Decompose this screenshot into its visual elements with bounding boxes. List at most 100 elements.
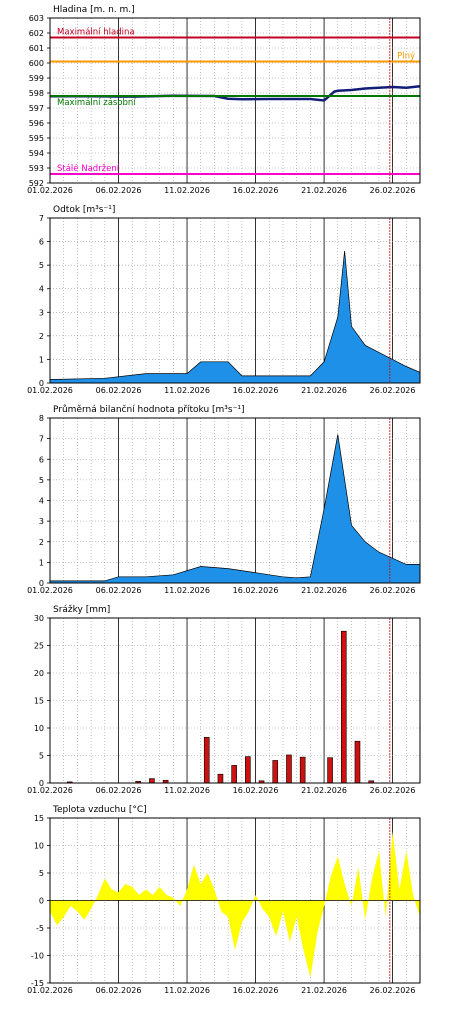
x-tick-label: 26.02.2026 <box>370 786 416 795</box>
y-tick-label: 597 <box>29 104 44 113</box>
series-area-odtok <box>49 250 421 384</box>
reference-line-label: Maximální zásobní <box>57 98 136 108</box>
y-tick-label: 5 <box>39 261 44 270</box>
x-tick-label: 11.02.2026 <box>164 786 210 795</box>
x-tick-label: 21.02.2026 <box>301 986 347 995</box>
y-tick-label: 0 <box>39 897 44 906</box>
y-tick-label: 5 <box>39 752 44 761</box>
y-tick-label: 592 <box>29 179 44 188</box>
chart-title-hladina: Hladina [m. n. m.] <box>53 5 135 15</box>
x-tick-label: 21.02.2026 <box>301 386 347 395</box>
y-tick-label: 3 <box>39 308 44 317</box>
y-tick-label: 7 <box>39 214 44 223</box>
chart-title-odtok: Odtok [m³s⁻¹] <box>53 205 115 215</box>
rain-bar <box>327 757 333 784</box>
y-tick-label: -10 <box>31 952 44 961</box>
y-tick-label: 596 <box>29 119 44 128</box>
y-tick-label: 1 <box>39 558 44 567</box>
y-tick-label: 15 <box>34 814 44 823</box>
plot-frame-hladina <box>49 17 421 184</box>
y-tick-label: 8 <box>39 414 44 423</box>
rain-bar <box>231 765 237 784</box>
y-tick-label: 25 <box>34 642 44 651</box>
y-tick-label: 10 <box>34 842 44 851</box>
series-area-pritok <box>49 434 421 584</box>
plot-area-srazky <box>50 618 420 783</box>
y-tick-label: 4 <box>39 497 44 506</box>
rain-bar <box>272 760 279 784</box>
y-tick-label: 0 <box>39 779 44 788</box>
y-tick-label: 593 <box>29 164 44 173</box>
y-tick-label: 15 <box>34 697 44 706</box>
rain-bar <box>286 754 292 784</box>
y-tick-label: 6 <box>39 238 44 247</box>
y-tick-label: 1 <box>39 355 44 364</box>
y-tick-label: -15 <box>31 979 44 988</box>
reference-line-label: Stálé Nadržení <box>57 163 120 174</box>
y-tick-label: 5 <box>39 869 44 878</box>
x-tick-label: 26.02.2026 <box>370 386 416 395</box>
rain-bar <box>340 630 347 784</box>
x-tick-label: 16.02.2026 <box>233 586 279 595</box>
y-tick-label: 10 <box>34 724 44 733</box>
x-tick-label: 06.02.2026 <box>96 586 142 595</box>
x-tick-label: 11.02.2026 <box>164 986 210 995</box>
rain-bar <box>245 756 251 784</box>
y-tick-label: 30 <box>34 614 44 623</box>
y-tick-label: 0 <box>39 379 44 388</box>
y-tick-label: 598 <box>29 89 44 98</box>
y-tick-label: 603 <box>29 14 44 23</box>
x-tick-label: 01.02.2026 <box>27 186 73 195</box>
x-tick-label: 16.02.2026 <box>233 986 279 995</box>
y-tick-label: 602 <box>29 29 44 38</box>
x-tick-label: 06.02.2026 <box>96 186 142 195</box>
y-tick-label: -5 <box>36 924 44 933</box>
y-tick-label: 6 <box>39 455 44 464</box>
y-tick-label: 5 <box>39 476 44 485</box>
reference-line-label: Maximální hladina <box>57 28 135 38</box>
series-area-teplota <box>50 831 420 978</box>
x-tick-label: 26.02.2026 <box>370 986 416 995</box>
x-tick-label: 21.02.2026 <box>301 786 347 795</box>
y-tick-label: 2 <box>39 332 44 341</box>
y-tick-label: 594 <box>29 149 44 158</box>
y-tick-label: 20 <box>34 669 44 678</box>
reference-line-label: Plný <box>397 52 415 62</box>
chart-title-teplota: Teplota vzduchu [°C] <box>52 805 147 815</box>
x-tick-label: 16.02.2026 <box>233 386 279 395</box>
x-tick-label: 16.02.2026 <box>233 186 279 195</box>
x-tick-label: 01.02.2026 <box>27 986 73 995</box>
y-tick-label: 601 <box>29 44 44 53</box>
x-tick-label: 01.02.2026 <box>27 786 73 795</box>
x-tick-label: 16.02.2026 <box>233 786 279 795</box>
y-tick-label: 600 <box>29 59 44 68</box>
x-tick-label: 26.02.2026 <box>370 186 416 195</box>
x-tick-label: 11.02.2026 <box>164 186 210 195</box>
x-tick-label: 11.02.2026 <box>164 386 210 395</box>
x-tick-label: 11.02.2026 <box>164 586 210 595</box>
x-tick-label: 21.02.2026 <box>301 586 347 595</box>
rain-bar <box>299 756 306 784</box>
x-tick-label: 06.02.2026 <box>96 386 142 395</box>
y-tick-label: 599 <box>29 74 44 83</box>
rain-bar <box>203 737 210 784</box>
y-tick-label: 3 <box>39 517 44 526</box>
plot-frame-odtok <box>49 217 421 384</box>
x-tick-label: 01.02.2026 <box>27 386 73 395</box>
x-tick-label: 01.02.2026 <box>27 586 73 595</box>
chart-title-pritok: Průměrná bilanční hodnota přítoku [m³s⁻¹… <box>53 404 244 415</box>
rain-bar <box>354 740 361 784</box>
x-tick-label: 06.02.2026 <box>96 986 142 995</box>
plot-area-hladina <box>50 18 420 183</box>
chart-title-srazky: Srážky [mm] <box>53 605 110 615</box>
y-tick-label: 2 <box>39 538 44 547</box>
y-tick-label: 4 <box>39 285 44 294</box>
x-tick-label: 06.02.2026 <box>96 786 142 795</box>
x-tick-label: 26.02.2026 <box>370 586 416 595</box>
rain-bar <box>217 773 224 784</box>
y-tick-label: 7 <box>39 435 44 444</box>
rain-bar <box>149 778 155 784</box>
y-tick-label: 595 <box>29 134 44 143</box>
x-tick-label: 21.02.2026 <box>301 186 347 195</box>
